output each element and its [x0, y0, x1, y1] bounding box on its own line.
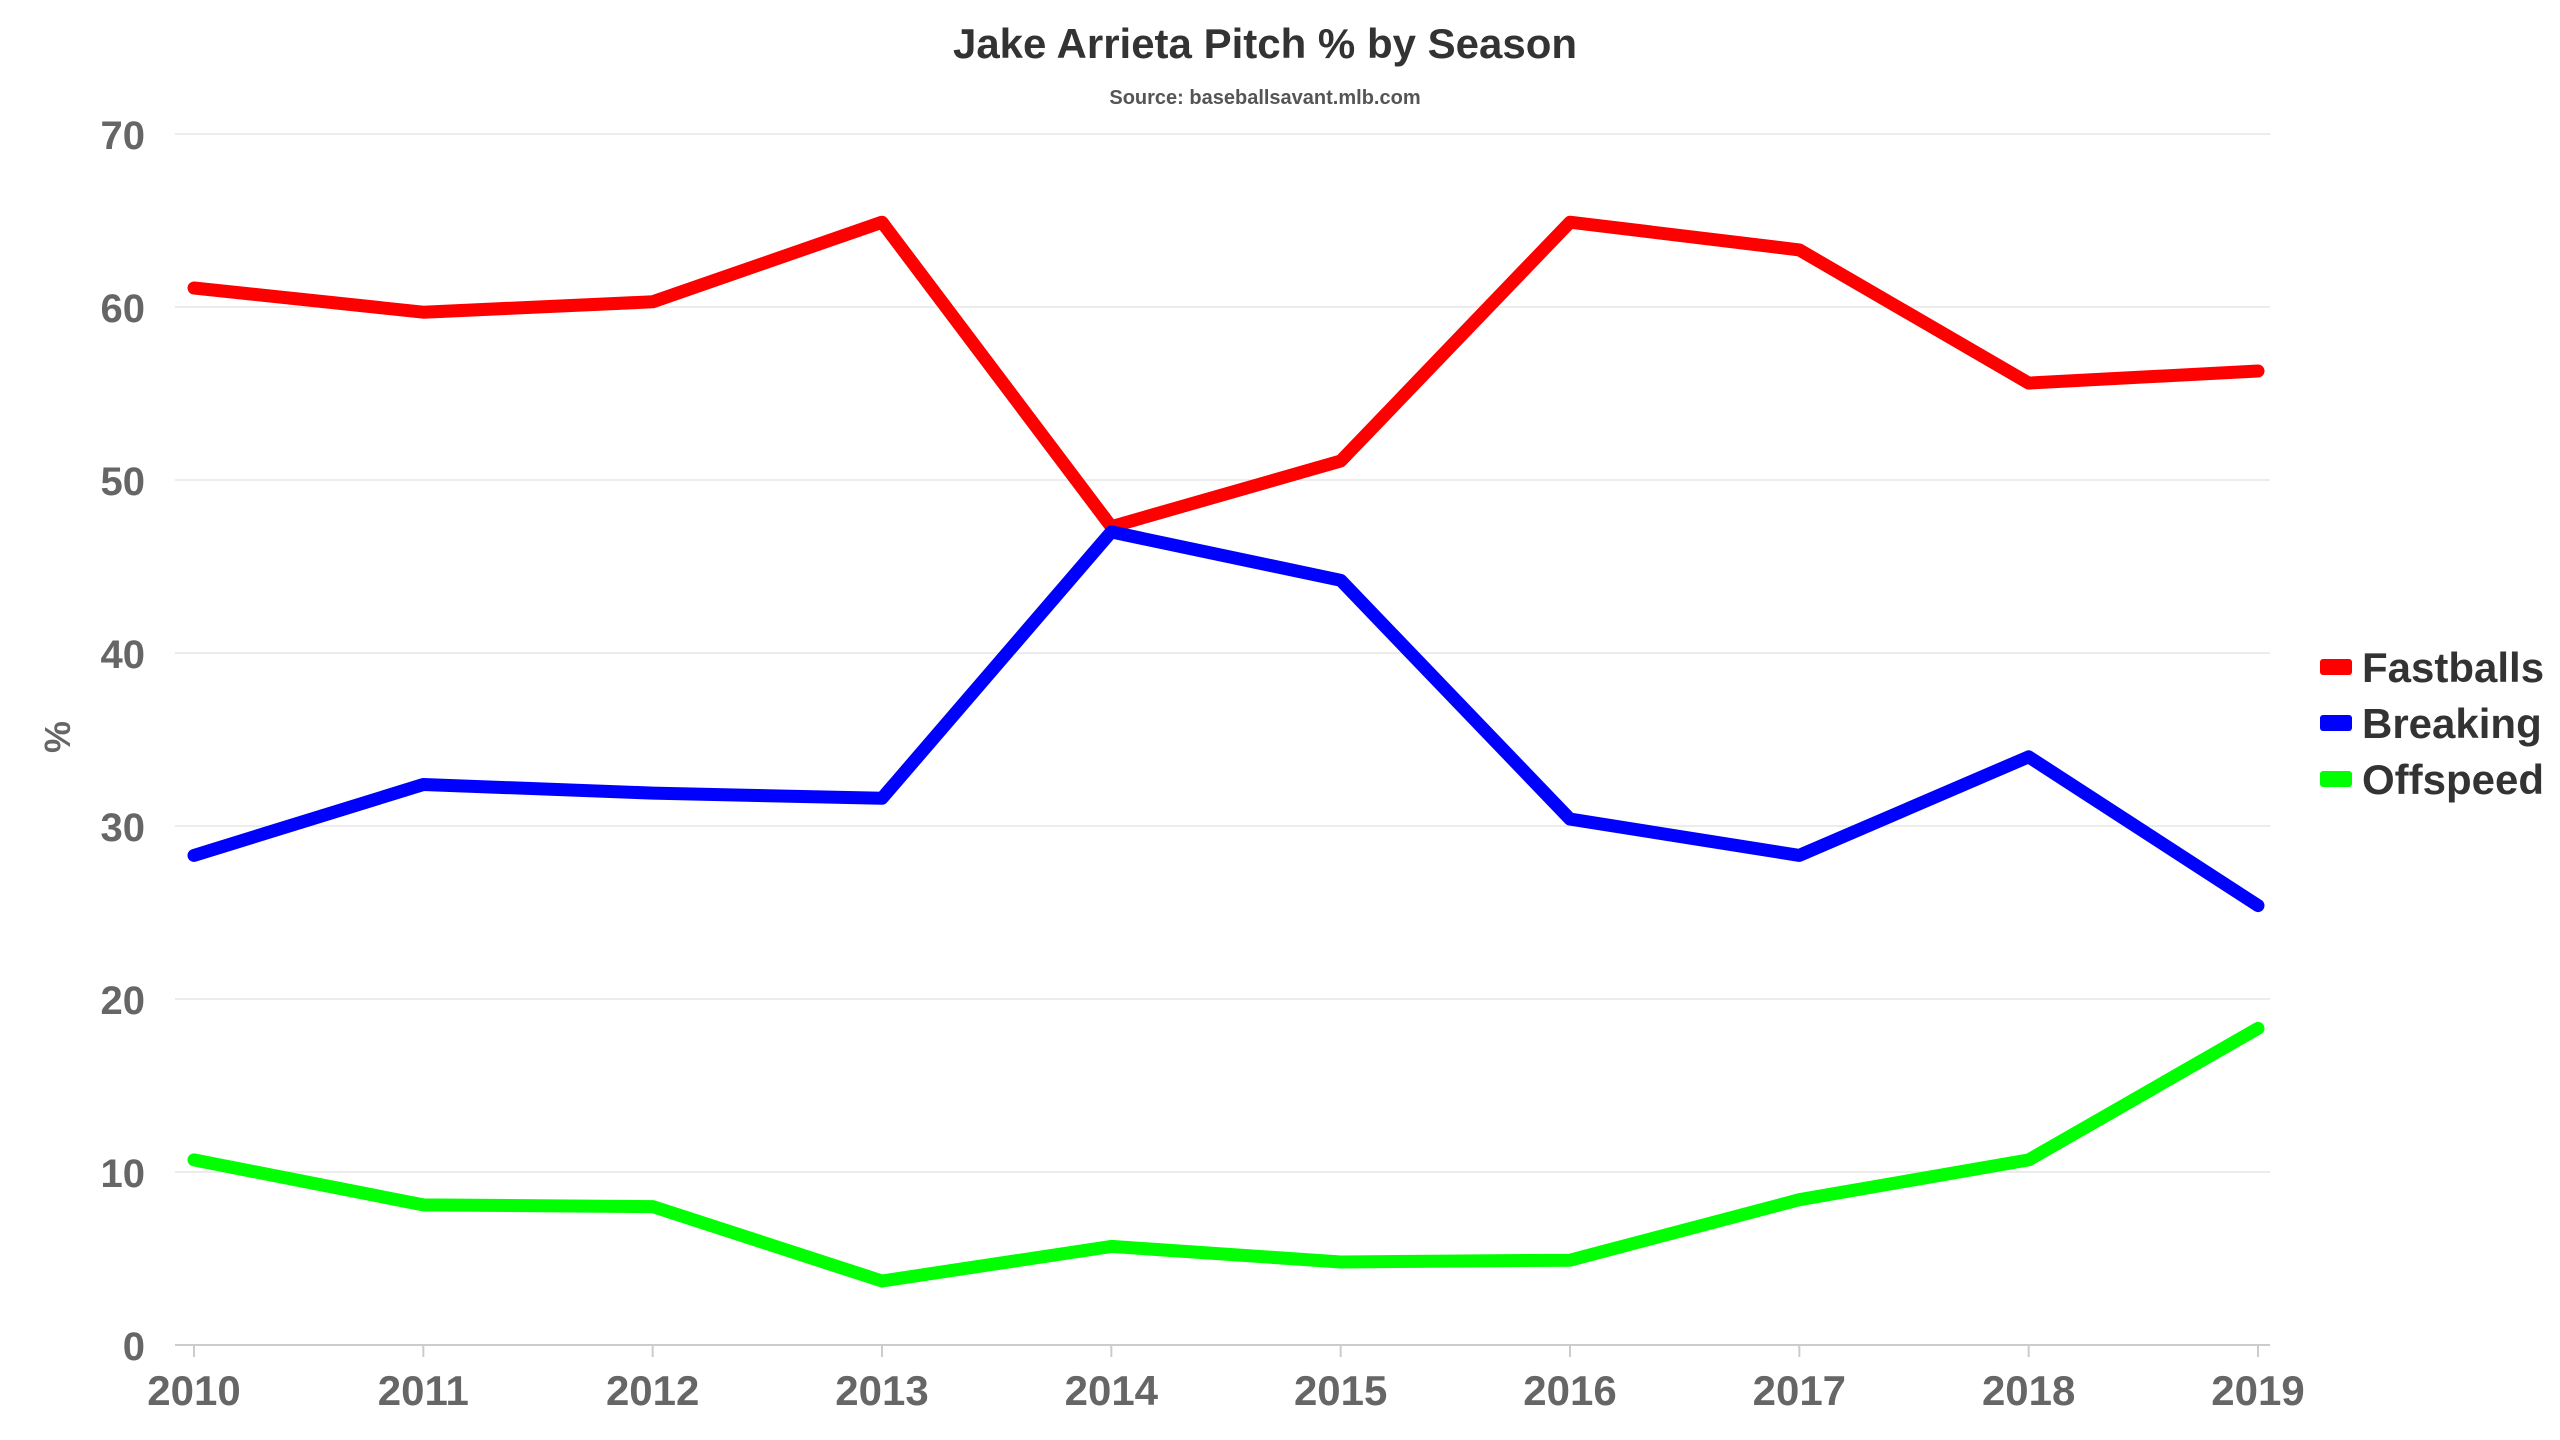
legend-swatch-fastballs	[2320, 659, 2352, 675]
x-tick-label: 2012	[606, 1367, 699, 1414]
data-point-breaking	[2023, 751, 2034, 762]
data-point-fastballs	[647, 296, 658, 307]
y-axis-ticks: 0 10 20 30 40 50 60 70	[101, 114, 146, 1369]
data-point-fastballs	[1794, 244, 1805, 255]
data-point-offspeed	[877, 1275, 887, 1286]
data-point-breaking	[418, 779, 429, 790]
data-point-breaking	[647, 788, 658, 799]
legend-label-offspeed: Offspeed	[2362, 756, 2544, 803]
data-point-breaking	[1794, 850, 1805, 861]
y-tick-label: 70	[101, 114, 146, 158]
y-tick-label: 0	[123, 1325, 145, 1369]
y-tick-label: 60	[101, 287, 146, 331]
data-point-fastballs	[418, 307, 429, 318]
series-line-fastballs	[187, 215, 2265, 534]
x-tick-label: 2014	[1065, 1367, 1159, 1414]
data-point-offspeed	[2023, 1154, 2034, 1165]
series-line-offspeed	[187, 1021, 2265, 1288]
x-tick-label: 2010	[147, 1367, 240, 1414]
legend-swatch-breaking	[2320, 715, 2352, 731]
data-point-offspeed	[1106, 1241, 1117, 1252]
data-point-breaking	[2253, 900, 2263, 911]
data-point-offspeed	[647, 1201, 658, 1212]
data-point-fastballs	[2253, 366, 2263, 377]
data-point-offspeed	[1565, 1255, 1575, 1266]
legend-label-breaking: Breaking	[2362, 700, 2542, 747]
data-point-fastballs	[189, 282, 199, 293]
x-tick-label: 2016	[1523, 1367, 1616, 1414]
x-axis-ticks: 2010 2011 2012 2013 2014 2015 2016 2017 2018 2019	[147, 1345, 2305, 1414]
data-point-offspeed	[1794, 1194, 1805, 1205]
data-point-fastballs	[1565, 217, 1575, 228]
legend-swatch-offspeed	[2320, 771, 2352, 787]
x-tick-label: 2019	[2211, 1367, 2304, 1414]
data-point-fastballs	[877, 217, 887, 228]
data-point-offspeed	[2253, 1023, 2263, 1034]
series-line-breaking	[187, 525, 2265, 913]
data-point-breaking	[877, 793, 887, 804]
data-point-offspeed	[1335, 1256, 1346, 1267]
data-point-breaking	[1565, 814, 1575, 825]
x-tick-label: 2018	[1982, 1367, 2075, 1414]
legend-label-fastballs: Fastballs	[2362, 644, 2544, 691]
x-tick-label: 2013	[835, 1367, 928, 1414]
x-tick-label: 2015	[1294, 1367, 1387, 1414]
data-point-breaking	[1335, 575, 1346, 586]
series-lines	[187, 215, 2265, 1288]
data-point-breaking	[189, 850, 199, 861]
y-axis-label: %	[37, 721, 78, 753]
data-point-fastballs	[2023, 378, 2034, 389]
x-tick-label: 2017	[1753, 1367, 1846, 1414]
data-point-offspeed	[418, 1199, 429, 1210]
data-point-fastballs	[1335, 455, 1346, 466]
y-tick-label: 10	[101, 1152, 146, 1196]
chart-subtitle: Source: baseballsavant.mlb.com	[1109, 87, 1420, 109]
y-tick-label: 40	[101, 633, 146, 677]
chart-title: Jake Arrieta Pitch % by Season	[953, 20, 1577, 67]
x-tick-label: 2011	[378, 1367, 469, 1414]
legend: Fastballs Breaking Offspeed	[2320, 644, 2544, 803]
y-tick-label: 20	[101, 979, 146, 1023]
y-tick-label: 30	[101, 806, 146, 850]
data-point-offspeed	[189, 1154, 199, 1165]
data-point-breaking	[1106, 526, 1117, 537]
y-tick-label: 50	[101, 460, 146, 504]
